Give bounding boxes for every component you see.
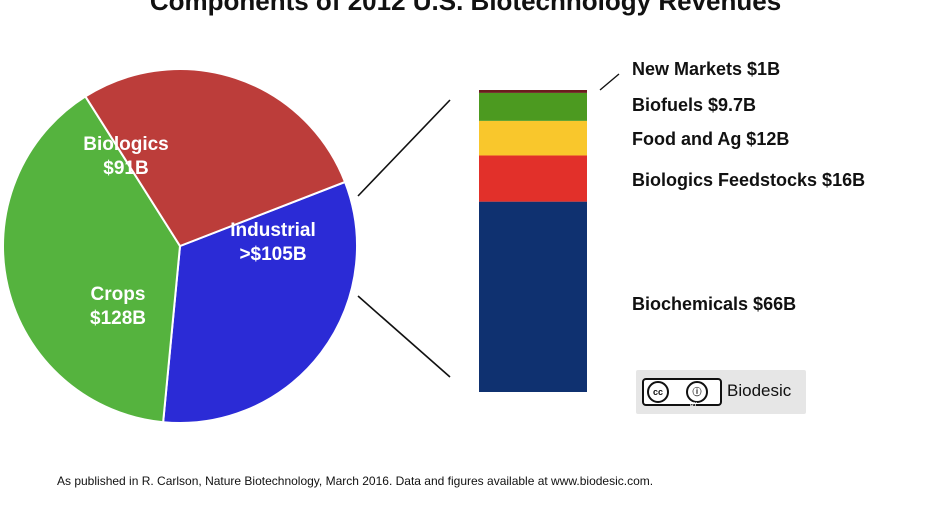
cc-license-badge: cc ⓘ BY Biodesic (636, 370, 806, 414)
stacked-bar: Biochemicals $66B Biologics Feedstocks $1… (479, 59, 865, 392)
bar-segment-food-and-ag-12b (479, 120, 587, 156)
new-markets-pointer (599, 73, 620, 91)
pie-value-industrial: >$105B (239, 244, 306, 265)
bar-label-food-and-ag-12b: Food and Ag $12B (632, 129, 789, 149)
bar-label-biologics-feedstocks-16b: Biologics Feedstocks $16B (632, 170, 865, 190)
source-footnote: As published in R. Carlson, Nature Biote… (57, 474, 654, 488)
bar-label-new-markets-1b: New Markets $1B (632, 59, 780, 79)
pie-label-biologics: Biologics (83, 134, 169, 155)
connector-bottom (357, 295, 451, 378)
chart-title: Components of 2012 U.S. Biotechnology Re… (149, 0, 782, 16)
pie-slice-biologics (84, 68, 347, 248)
pie-chart: Industrial >$105B Crops $128B Biologics $91B (2, 68, 358, 424)
pie-value-biologics: $91B (103, 158, 148, 179)
pie-slice-industrial (162, 180, 358, 424)
pie-label-industrial: Industrial (230, 220, 316, 241)
cc-by-logo: cc ⓘ BY (642, 378, 722, 408)
bar-label-biofuels-9-7b: Biofuels $9.7B (632, 95, 756, 115)
bar-label-biochemicals-66b: Biochemicals $66B (632, 294, 796, 314)
pie-value-crops: $128B (90, 308, 146, 329)
bar-segment-biologics-feedstocks-16b (479, 155, 587, 202)
connector-top (357, 99, 451, 197)
cc-icon: cc (647, 381, 669, 403)
brand-name: Biodesic (727, 381, 792, 400)
person-icon: ⓘ (686, 381, 708, 403)
bar-segment-biofuels-9-7b (479, 92, 587, 121)
pie-label-crops: Crops (91, 284, 146, 305)
bar-segment-new-markets-1b (479, 90, 587, 93)
by-text: BY (690, 402, 697, 408)
zoom-connectors (357, 99, 451, 378)
bar-segment-biochemicals-66b (479, 201, 587, 392)
